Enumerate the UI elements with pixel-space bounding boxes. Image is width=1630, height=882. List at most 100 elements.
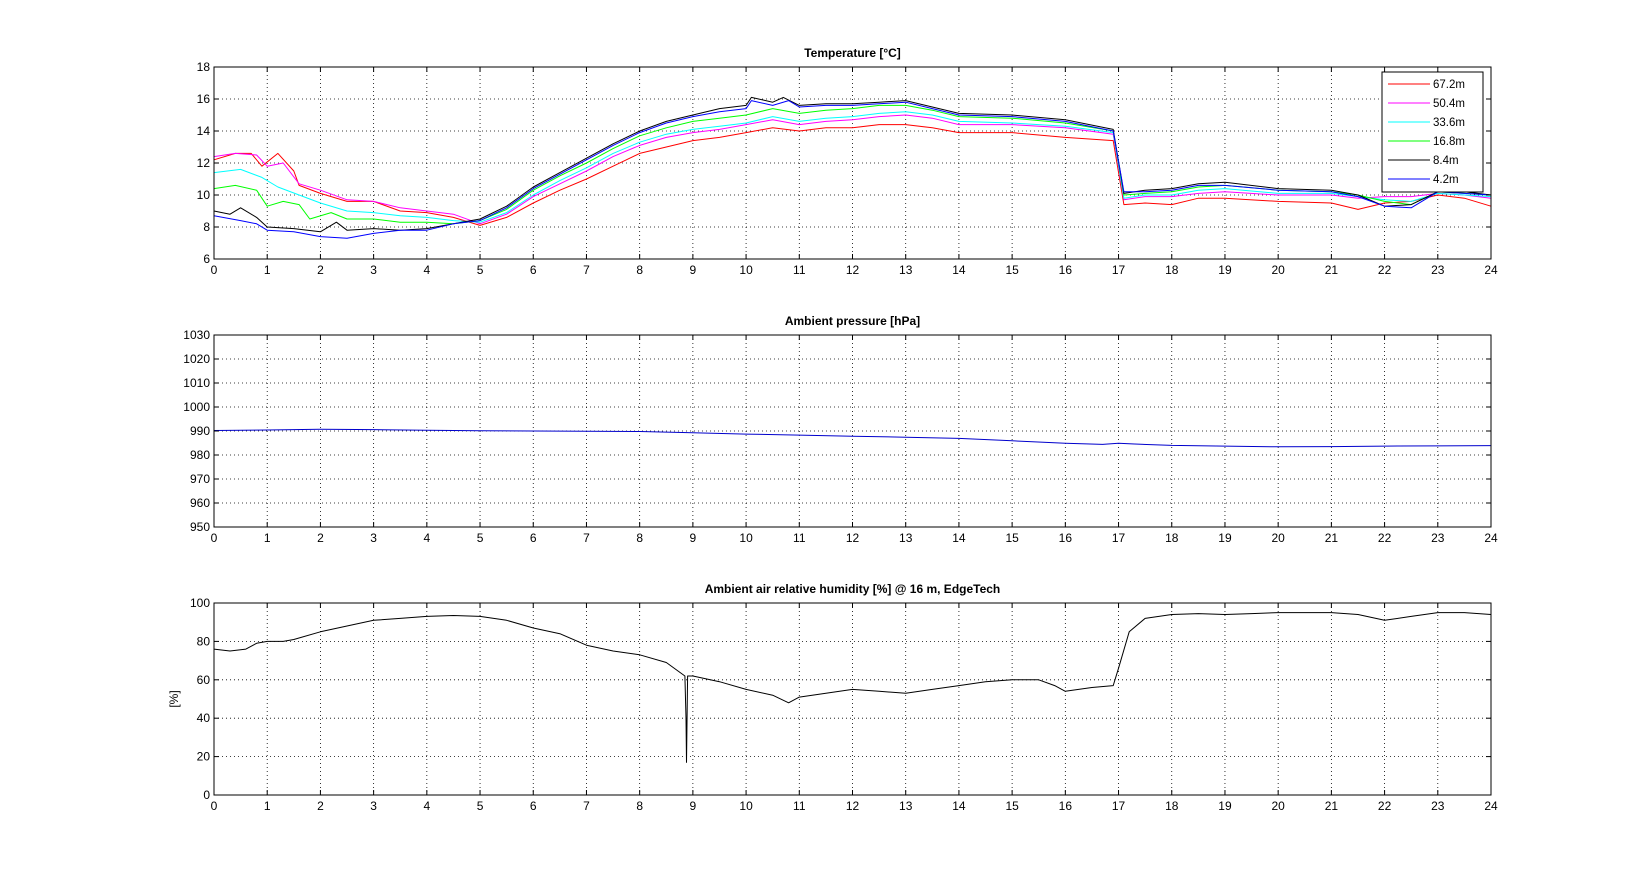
y-tick-label: 1020 (183, 352, 210, 366)
y-axis-label: [%] (167, 690, 181, 707)
x-tick-label: 21 (1325, 263, 1339, 277)
chart-panel-3: Ambient air relative humidity [%] @ 16 m… (167, 582, 1498, 813)
y-tick-label: 60 (197, 673, 211, 687)
chart-title: Ambient air relative humidity [%] @ 16 m… (705, 582, 1001, 596)
x-tick-label: 23 (1431, 263, 1445, 277)
x-tick-label: 20 (1271, 263, 1285, 277)
x-tick-label: 22 (1378, 799, 1392, 813)
legend-label: 67.2m (1433, 79, 1465, 91)
legend-label: 50.4m (1433, 98, 1465, 110)
series-line-1 (213, 612, 1492, 763)
x-tick-label: 16 (1059, 263, 1073, 277)
series-line-1 (213, 428, 1492, 448)
x-tick-label: 1 (264, 263, 271, 277)
y-tick-label: 1030 (183, 328, 210, 342)
x-tick-label: 4 (423, 799, 430, 813)
x-tick-label: 14 (952, 263, 966, 277)
x-tick-label: 6 (530, 799, 537, 813)
legend: 67.2m 50.4m 33.6m 16.8m 8.4m 4.2m (1381, 71, 1484, 193)
x-tick-label: 18 (1165, 799, 1179, 813)
legend-label: 33.6m (1433, 117, 1465, 129)
x-tick-label: 5 (477, 263, 484, 277)
x-tick-label: 16 (1059, 531, 1073, 545)
x-tick-label: 18 (1165, 263, 1179, 277)
series-line-33-6m (213, 111, 1492, 223)
x-tick-label: 7 (583, 531, 590, 545)
x-tick-label: 10 (739, 799, 753, 813)
x-tick-label: 17 (1112, 263, 1126, 277)
x-tick-label: 11 (793, 799, 806, 813)
x-tick-label: 21 (1325, 531, 1339, 545)
x-tick-label: 8 (636, 531, 643, 545)
y-tick-label: 0 (203, 788, 210, 802)
x-tick-label: 22 (1378, 263, 1392, 277)
x-tick-label: 14 (952, 799, 966, 813)
x-tick-label: 21 (1325, 799, 1339, 813)
x-tick-label: 19 (1218, 263, 1232, 277)
x-tick-label: 2 (317, 799, 324, 813)
series-line-67-2m (213, 124, 1492, 226)
y-tick-label: 100 (190, 596, 210, 610)
x-tick-label: 23 (1431, 531, 1445, 545)
x-tick-label: 5 (477, 531, 484, 545)
x-tick-label: 3 (370, 531, 377, 545)
y-tick-label: 18 (197, 60, 211, 74)
x-tick-label: 12 (846, 531, 860, 545)
y-tick-label: 8 (203, 220, 210, 234)
x-tick-label: 6 (530, 263, 537, 277)
x-tick-label: 13 (899, 799, 913, 813)
x-tick-label: 19 (1218, 531, 1232, 545)
y-tick-label: 960 (190, 496, 210, 510)
y-tick-label: 14 (197, 124, 211, 138)
x-tick-label: 20 (1271, 799, 1285, 813)
chart-panel-1: Temperature [°C]0 1 2 3 4 5 6 7 8 9 10 11 12 13 14 15 16… (197, 46, 1498, 277)
y-tick-label: 6 (203, 252, 210, 266)
x-tick-label: 0 (211, 263, 218, 277)
x-tick-label: 9 (690, 531, 697, 545)
x-tick-label: 24 (1484, 531, 1498, 545)
x-tick-label: 13 (899, 263, 913, 277)
chart-panel-2: Ambient pressure [hPa]0 1 2 3 4 5 6 7 8 9 10 11 12 13… (183, 314, 1498, 545)
x-tick-label: 12 (846, 799, 860, 813)
legend-label: 4.2m (1433, 174, 1459, 186)
series-line-4-2m (213, 100, 1492, 239)
x-tick-label: 2 (317, 263, 324, 277)
x-tick-label: 11 (793, 531, 806, 545)
legend-label: 16.8m (1433, 136, 1465, 148)
y-tick-label: 40 (197, 711, 211, 725)
series-line-50-4m (213, 114, 1492, 225)
x-tick-label: 0 (211, 531, 218, 545)
x-tick-label: 3 (370, 263, 377, 277)
x-tick-label: 12 (846, 263, 860, 277)
x-tick-label: 24 (1484, 799, 1498, 813)
x-tick-label: 8 (636, 799, 643, 813)
x-tick-label: 14 (952, 531, 966, 545)
x-tick-label: 10 (739, 531, 753, 545)
chart-title: Ambient pressure [hPa] (785, 314, 920, 328)
x-tick-label: 1 (264, 799, 271, 813)
legend-label: 8.4m (1433, 155, 1459, 167)
y-tick-label: 16 (197, 92, 211, 106)
chart-title: Temperature [°C] (804, 46, 901, 60)
x-tick-label: 17 (1112, 531, 1126, 545)
x-tick-label: 11 (793, 263, 806, 277)
x-tick-label: 1 (264, 531, 271, 545)
x-tick-label: 22 (1378, 531, 1392, 545)
series-line-8-4m (213, 96, 1492, 233)
x-tick-label: 6 (530, 531, 537, 545)
x-tick-label: 0 (211, 799, 218, 813)
y-tick-label: 990 (190, 424, 210, 438)
x-tick-label: 15 (1005, 531, 1019, 545)
x-tick-label: 24 (1484, 263, 1498, 277)
x-tick-label: 9 (690, 799, 697, 813)
y-tick-label: 10 (197, 188, 211, 202)
x-tick-label: 9 (690, 263, 697, 277)
x-tick-label: 8 (636, 263, 643, 277)
x-tick-label: 23 (1431, 799, 1445, 813)
y-tick-label: 1000 (183, 400, 210, 414)
x-tick-label: 15 (1005, 263, 1019, 277)
x-tick-label: 7 (583, 799, 590, 813)
x-tick-label: 2 (317, 531, 324, 545)
